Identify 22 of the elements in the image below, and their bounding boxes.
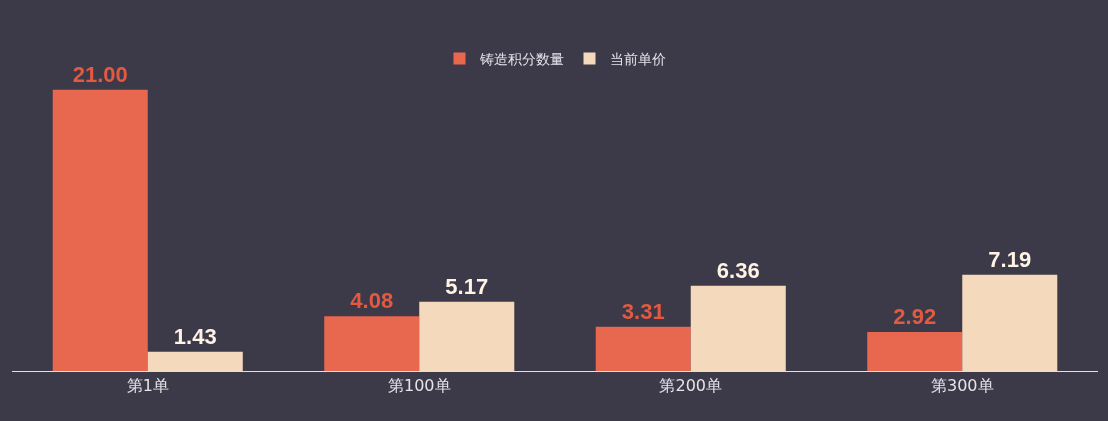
x-tick-label: 第1单 <box>126 376 169 396</box>
bar <box>690 285 786 371</box>
legend-label: 当前单价 <box>609 51 666 68</box>
x-tick-label: 第100单 <box>387 376 451 396</box>
bar <box>867 331 963 371</box>
data-label: 4.08 <box>350 288 394 314</box>
bar <box>962 274 1058 371</box>
x-tick-label: 第300单 <box>930 376 994 396</box>
x-tick-label: 第200单 <box>659 376 723 396</box>
bar <box>324 316 420 371</box>
data-label: 3.31 <box>621 298 665 324</box>
data-label: 21.00 <box>72 61 128 87</box>
data-label: 5.17 <box>445 273 489 299</box>
data-label: 7.19 <box>988 246 1032 272</box>
bar <box>419 301 515 371</box>
bar <box>595 326 691 371</box>
legend-label: 铸造积分数量 <box>478 51 564 68</box>
data-label: 6.36 <box>716 257 760 283</box>
bar <box>147 351 243 371</box>
data-label: 2.92 <box>893 303 937 329</box>
data-label: 1.43 <box>173 323 217 349</box>
bar <box>52 89 148 371</box>
